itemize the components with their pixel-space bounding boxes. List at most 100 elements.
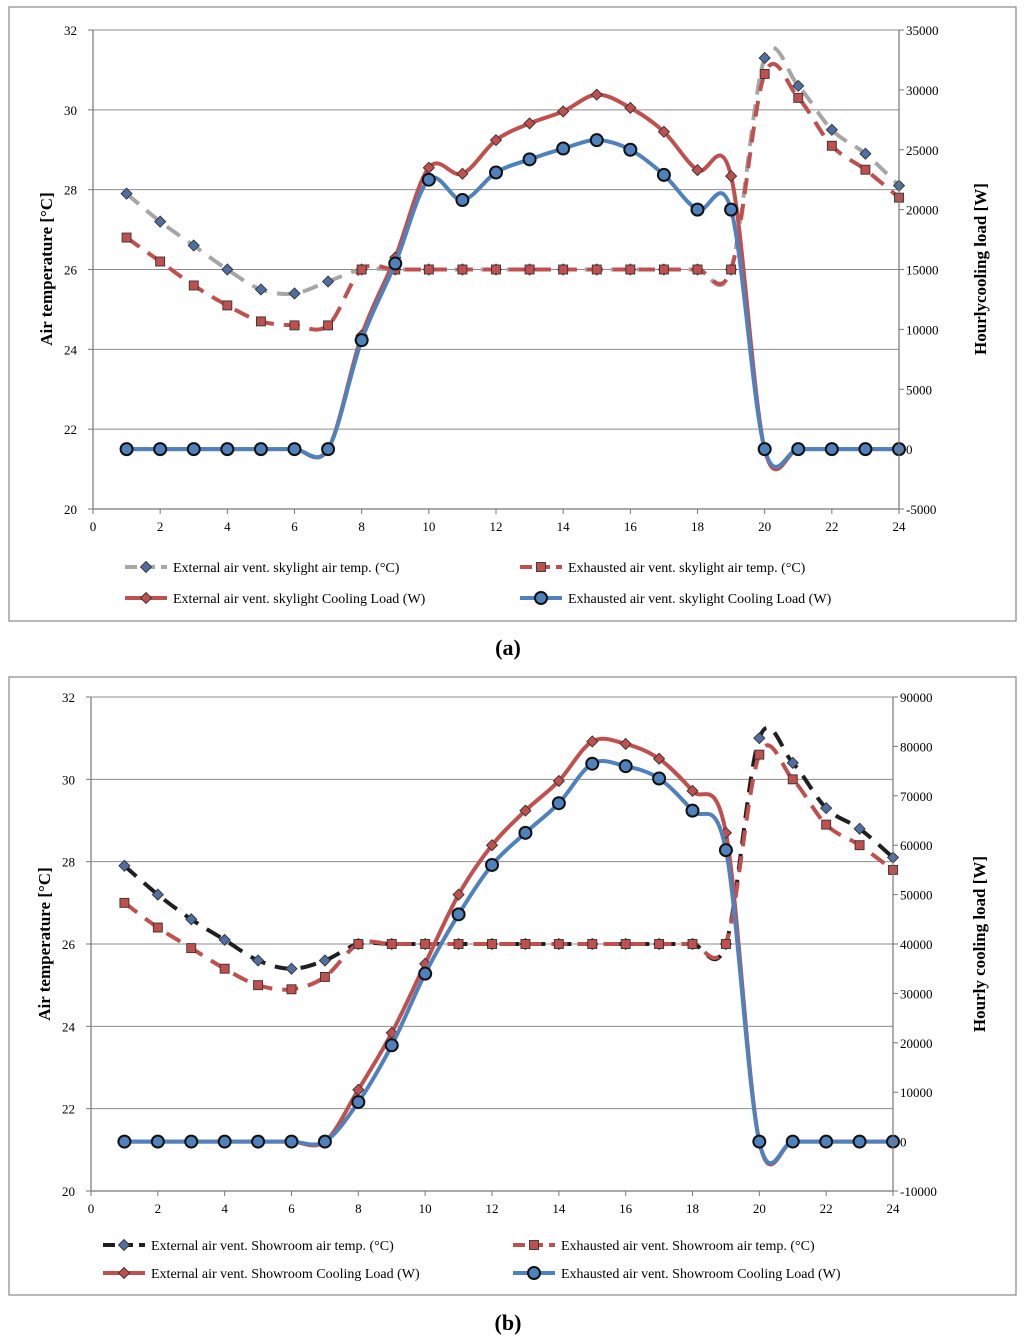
data-point bbox=[289, 320, 300, 331]
data-point bbox=[118, 859, 131, 872]
x-tick-label: 14 bbox=[552, 1201, 566, 1216]
y-tick-label-left: 26 bbox=[64, 263, 78, 278]
data-point bbox=[657, 125, 671, 138]
data-point bbox=[489, 134, 503, 147]
data-point bbox=[859, 147, 872, 160]
data-point bbox=[690, 202, 705, 217]
y-axis-title-right: Hourly cooling load [W] bbox=[970, 856, 989, 1032]
data-point bbox=[353, 939, 364, 949]
data-point bbox=[686, 784, 699, 797]
legend-entry: Exhausted air vent. skylight air temp. (… bbox=[520, 561, 806, 576]
legend-label: Exhausted air vent. Showroom air temp. (… bbox=[561, 1239, 815, 1254]
data-point bbox=[619, 737, 632, 751]
data-point bbox=[222, 300, 233, 311]
y-axis-title-right: Hourlycooling load [W] bbox=[971, 183, 990, 355]
data-point bbox=[724, 169, 738, 183]
data-point bbox=[150, 1134, 165, 1149]
legend-swatch-marker bbox=[529, 1240, 539, 1250]
x-tick-label: 6 bbox=[291, 519, 298, 534]
legend-entry: External air vent. skylight Cooling Load… bbox=[125, 591, 426, 607]
data-point bbox=[151, 888, 164, 901]
y-tick-label-left: 24 bbox=[64, 342, 78, 357]
data-point bbox=[718, 843, 733, 858]
x-tick-label: 2 bbox=[157, 519, 164, 534]
legend-entry: Exhausted air vent. skylight Cooling Loa… bbox=[520, 591, 832, 607]
data-point bbox=[354, 333, 369, 348]
x-tick-label: 16 bbox=[619, 1201, 633, 1216]
data-point bbox=[453, 939, 464, 949]
data-point bbox=[759, 68, 770, 79]
data-point bbox=[685, 803, 700, 818]
data-point bbox=[523, 117, 536, 130]
legend-swatch-marker bbox=[117, 1238, 131, 1252]
data-point bbox=[288, 287, 301, 300]
data-point bbox=[188, 280, 199, 291]
y-axis-title-left: Air temperature [°C] bbox=[35, 867, 54, 1020]
data-point bbox=[220, 442, 235, 457]
x-tick-label: 18 bbox=[686, 1201, 699, 1216]
y-tick-label-right: -5000 bbox=[906, 502, 936, 517]
y-tick-label-left: 22 bbox=[64, 422, 77, 437]
y-tick-label-right: 5000 bbox=[906, 382, 932, 397]
x-tick-label: 24 bbox=[893, 519, 907, 534]
y-tick-label-right: 20000 bbox=[906, 203, 939, 218]
legend-swatch-marker bbox=[139, 560, 153, 574]
data-point bbox=[251, 1134, 266, 1149]
data-point bbox=[623, 142, 638, 157]
x-tick-label: 12 bbox=[486, 1201, 499, 1216]
data-point bbox=[184, 1134, 199, 1149]
legend-entry: External air vent. Showroom Cooling Load… bbox=[103, 1266, 420, 1282]
data-point bbox=[321, 442, 336, 457]
caption-a: (a) bbox=[495, 635, 521, 660]
data-point bbox=[321, 275, 335, 288]
y-tick-label-right: 0 bbox=[906, 442, 913, 457]
y-tick-label-right: 20000 bbox=[900, 1036, 933, 1051]
data-point bbox=[758, 51, 771, 65]
data-point bbox=[418, 966, 433, 981]
data-point bbox=[656, 167, 671, 182]
y-tick-label-right: 40000 bbox=[900, 937, 933, 952]
x-tick-label: 18 bbox=[691, 519, 704, 534]
series-1 bbox=[121, 62, 904, 332]
y-tick-label-left: 30 bbox=[62, 772, 75, 787]
data-point bbox=[386, 939, 397, 949]
data-point bbox=[752, 1134, 767, 1149]
legend-swatch-marker bbox=[117, 1266, 131, 1280]
data-point bbox=[323, 320, 334, 331]
legend-entry: External air vent. skylight air temp. (°… bbox=[125, 560, 400, 576]
caption-b: (b) bbox=[495, 1310, 522, 1335]
data-point bbox=[654, 939, 665, 949]
x-tick-label: 8 bbox=[355, 1201, 362, 1216]
legend-label: External air vent. skylight Cooling Load… bbox=[173, 592, 426, 607]
data-point bbox=[421, 172, 436, 187]
data-point bbox=[185, 913, 198, 926]
legend-label: Exhausted air vent. skylight air temp. (… bbox=[568, 561, 806, 576]
data-point bbox=[552, 774, 565, 788]
x-tick-label: 22 bbox=[825, 519, 838, 534]
y-tick-label-right: 25000 bbox=[906, 143, 939, 158]
data-point bbox=[520, 939, 531, 949]
data-point bbox=[793, 92, 804, 103]
legend-label: Exhausted air vent. Showroom Cooling Loa… bbox=[561, 1267, 841, 1282]
legend-swatch-marker bbox=[527, 1266, 541, 1280]
x-tick-label: 4 bbox=[224, 519, 231, 534]
x-tick-label: 0 bbox=[88, 1201, 95, 1216]
data-point bbox=[456, 167, 469, 180]
data-point bbox=[524, 264, 535, 275]
x-tick-label: 20 bbox=[753, 1201, 766, 1216]
data-point bbox=[720, 939, 731, 949]
y-tick-label-left: 20 bbox=[64, 502, 77, 517]
data-point bbox=[455, 193, 470, 208]
data-point bbox=[120, 187, 133, 200]
data-point bbox=[587, 939, 598, 949]
data-point bbox=[253, 442, 268, 457]
data-point bbox=[618, 759, 633, 774]
data-point bbox=[826, 140, 837, 151]
series-3 bbox=[119, 133, 906, 469]
data-point bbox=[553, 939, 564, 949]
data-point bbox=[589, 133, 604, 148]
legend-entry: Exhausted air vent. Showroom air temp. (… bbox=[513, 1239, 815, 1254]
legend-label: External air vent. Showroom air temp. (°… bbox=[151, 1239, 394, 1254]
data-point bbox=[221, 263, 234, 276]
data-point bbox=[487, 939, 497, 949]
